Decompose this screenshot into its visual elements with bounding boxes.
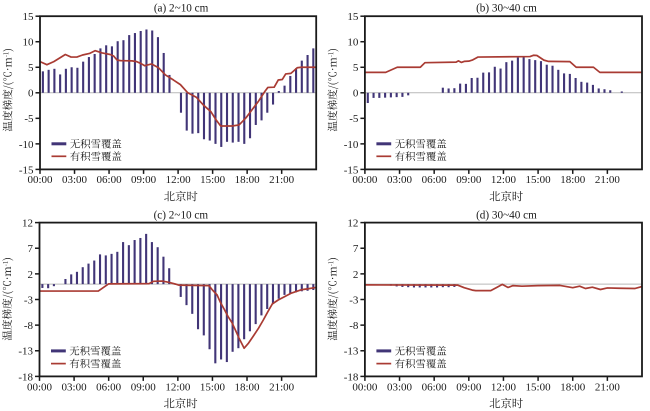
svg-text:-3: -3 bbox=[24, 294, 34, 306]
svg-text:15:00: 15:00 bbox=[526, 174, 552, 186]
svg-text:15:00: 15:00 bbox=[200, 174, 226, 186]
svg-text:7: 7 bbox=[28, 243, 34, 255]
svg-text:06:00: 06:00 bbox=[422, 381, 448, 393]
svg-text:0: 0 bbox=[353, 88, 359, 100]
svg-text:(a) 2~10 cm: (a) 2~10 cm bbox=[154, 3, 209, 15]
svg-text:-13: -13 bbox=[18, 346, 33, 358]
svg-text:-13: -13 bbox=[344, 346, 359, 358]
svg-text:5: 5 bbox=[353, 62, 359, 74]
svg-text:21:00: 21:00 bbox=[269, 174, 295, 186]
svg-text:03:00: 03:00 bbox=[387, 174, 413, 186]
svg-text:5: 5 bbox=[28, 62, 34, 74]
svg-text:-5: -5 bbox=[349, 113, 359, 125]
svg-text:09:00: 09:00 bbox=[131, 174, 157, 186]
svg-text:21:00: 21:00 bbox=[595, 174, 621, 186]
svg-text:12: 12 bbox=[347, 218, 358, 230]
svg-text:-18: -18 bbox=[18, 371, 33, 383]
svg-text:00:00: 00:00 bbox=[352, 174, 378, 186]
svg-text:-15: -15 bbox=[19, 164, 34, 176]
svg-text:(b) 30~40 cm: (b) 30~40 cm bbox=[476, 3, 537, 15]
svg-text:(c) 2~10 cm: (c) 2~10 cm bbox=[154, 209, 209, 221]
svg-text:-5: -5 bbox=[24, 113, 34, 125]
svg-text:00:00: 00:00 bbox=[27, 381, 53, 393]
svg-text:(d) 30~40 cm: (d) 30~40 cm bbox=[476, 209, 537, 221]
svg-text:21:00: 21:00 bbox=[595, 381, 621, 393]
svg-text:06:00: 06:00 bbox=[96, 381, 122, 393]
svg-text:03:00: 03:00 bbox=[62, 381, 88, 393]
svg-text:12:00: 12:00 bbox=[491, 174, 517, 186]
svg-text:-8: -8 bbox=[24, 320, 34, 332]
svg-text:18:00: 18:00 bbox=[560, 381, 586, 393]
svg-text:09:00: 09:00 bbox=[131, 381, 157, 393]
svg-text:06:00: 06:00 bbox=[97, 174, 123, 186]
svg-text:-15: -15 bbox=[344, 164, 359, 176]
svg-text:15:00: 15:00 bbox=[526, 381, 552, 393]
svg-text:18:00: 18:00 bbox=[235, 174, 261, 186]
svg-text:15:00: 15:00 bbox=[200, 381, 226, 393]
svg-text:12: 12 bbox=[22, 218, 33, 230]
svg-text:2: 2 bbox=[353, 269, 359, 281]
svg-text:03:00: 03:00 bbox=[387, 381, 413, 393]
svg-text:03:00: 03:00 bbox=[62, 174, 88, 186]
svg-text:09:00: 09:00 bbox=[456, 174, 482, 186]
svg-text:21:00: 21:00 bbox=[269, 381, 295, 393]
svg-text:09:00: 09:00 bbox=[456, 381, 482, 393]
svg-text:12:00: 12:00 bbox=[491, 381, 517, 393]
svg-text:15: 15 bbox=[347, 11, 359, 23]
svg-text:00:00: 00:00 bbox=[352, 381, 378, 393]
svg-text:12:00: 12:00 bbox=[166, 174, 192, 186]
svg-text:-8: -8 bbox=[349, 320, 359, 332]
svg-text:-10: -10 bbox=[19, 139, 34, 151]
svg-text:18:00: 18:00 bbox=[234, 381, 260, 393]
svg-text:-3: -3 bbox=[349, 294, 359, 306]
svg-text:15: 15 bbox=[23, 11, 35, 23]
svg-text:-18: -18 bbox=[344, 371, 359, 383]
svg-text:2: 2 bbox=[28, 269, 34, 281]
svg-text:10: 10 bbox=[347, 37, 359, 49]
svg-text:0: 0 bbox=[28, 88, 34, 100]
svg-text:00:00: 00:00 bbox=[27, 174, 53, 186]
svg-text:-10: -10 bbox=[344, 139, 359, 151]
svg-text:18:00: 18:00 bbox=[560, 174, 586, 186]
svg-text:10: 10 bbox=[23, 37, 35, 49]
svg-text:12:00: 12:00 bbox=[165, 381, 191, 393]
svg-text:06:00: 06:00 bbox=[422, 174, 448, 186]
svg-text:7: 7 bbox=[353, 243, 359, 255]
